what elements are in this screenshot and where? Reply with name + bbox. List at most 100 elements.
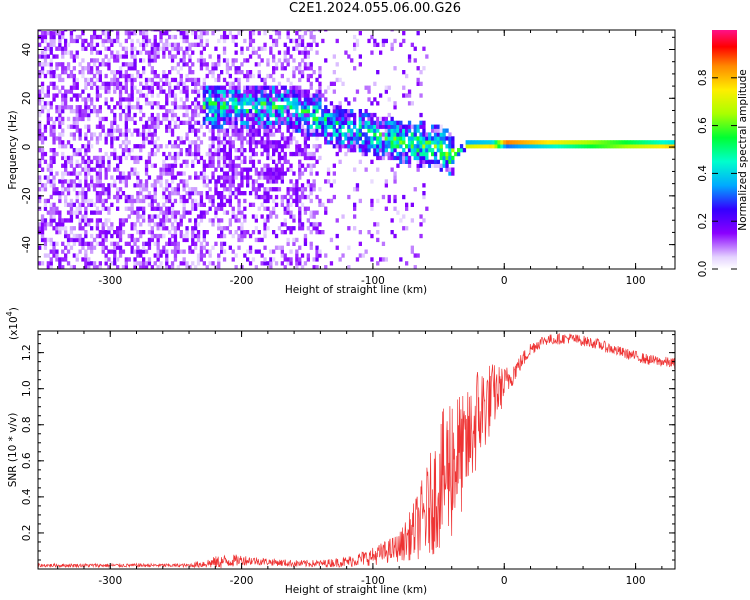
heatmap-cell [182,171,186,176]
heatmap-cell [393,198,397,204]
heatmap-cell [194,222,198,227]
heatmap-cell [286,50,290,55]
heatmap-cell [98,120,102,125]
heatmap-cell [211,194,215,200]
heatmap-cell [113,179,117,184]
heatmap-cell [298,70,302,75]
heatmap-cell [494,144,498,149]
heatmap-cell [95,89,100,94]
heatmap-cell [49,261,53,266]
heatmap-cell [280,105,284,110]
heatmap-cell [40,132,45,137]
heatmap-cell [84,179,88,184]
heatmap-cell [95,77,100,83]
heatmap-cell [220,140,224,145]
heatmap-cell [75,237,79,243]
heatmap-cell [451,144,455,149]
heatmap-cell [46,101,50,106]
heatmap-cell [194,128,198,133]
heatmap-cell [173,46,178,51]
heatmap-cell [303,109,308,114]
heatmap-cell [381,148,386,153]
heatmap-cell [49,155,53,161]
heatmap-cell [390,132,394,137]
heatmap-cell [150,70,154,75]
heatmap-cell [329,261,334,266]
heatmap-cell [416,124,420,129]
heatmap-cell [248,191,253,196]
heatmap-cell [326,132,331,137]
heatmap-cell [237,101,241,106]
heatmap-cell [367,120,371,125]
heatmap-cell [101,198,105,204]
heatmap-cell [315,89,319,94]
heatmap-cell [263,148,267,153]
heatmap-cell [202,179,206,184]
heatmap-cell [61,175,65,180]
heatmap-cell [107,194,111,200]
heatmap-cell [188,144,192,149]
heatmap-cell [312,116,316,122]
heatmap-cell [393,233,397,239]
heatmap-cell [179,198,183,204]
heatmap-cell [116,50,120,55]
heatmap-cell [208,89,212,94]
heatmap-cell [84,198,88,204]
heatmap-cell [196,214,201,219]
heatmap-cell [286,210,290,215]
heatmap-cell [49,70,53,75]
heatmap-cell [58,226,62,231]
heatmap-cell [78,62,82,67]
heatmap-cell [251,89,256,94]
heatmap-cell [40,237,45,243]
heatmap-cell [205,120,209,125]
heatmap-cell [300,183,305,188]
heatmap-cell [176,187,180,192]
heatmap-cell [144,183,149,188]
heatmap-cell [170,233,175,239]
heatmap-cell [234,167,238,172]
heatmap-cell [92,31,97,36]
heatmap-cell [384,124,388,129]
heatmap-cell [43,62,48,67]
heatmap-cell [101,85,105,90]
heatmap-cell [52,31,56,36]
heatmap-cell [303,206,308,211]
heatmap-cell [139,179,143,184]
heatmap-cell [66,62,71,67]
heatmap-cell [52,175,56,180]
heatmap-cell [295,183,299,188]
heatmap-cell [92,30,97,32]
heatmap-cell [335,136,339,141]
heatmap-cell [220,101,224,106]
heatmap-cell [127,30,131,32]
heatmap-cell [416,144,420,149]
heatmap-cell [75,112,79,118]
heatmap-cell [185,151,189,157]
heatmap-cell [61,171,65,176]
heatmap-cell [670,144,675,149]
heatmap-cell [194,155,198,161]
heatmap-cell [292,73,296,79]
heatmap-cell [104,62,108,67]
heatmap-cell [170,163,175,168]
heatmap-cell [69,155,74,161]
heatmap-cell [38,148,42,153]
heatmap-cell [139,222,143,227]
heatmap-cell [130,210,134,215]
heatmap-cell [228,230,232,235]
heatmap-cell [283,93,287,98]
heatmap-cell [202,167,206,172]
heatmap-cell [64,253,68,258]
heatmap-cell [142,30,146,32]
heatmap-cell [413,155,417,161]
heatmap-cell [283,151,287,157]
heatmap-cell [240,151,244,157]
heatmap-cell [350,128,354,133]
heatmap-cell [147,214,152,219]
heatmap-cell [107,85,111,90]
heatmap-cell [474,140,478,145]
heatmap-cell [266,62,270,67]
heatmap-cell [318,70,322,75]
heatmap-cell [144,241,149,246]
